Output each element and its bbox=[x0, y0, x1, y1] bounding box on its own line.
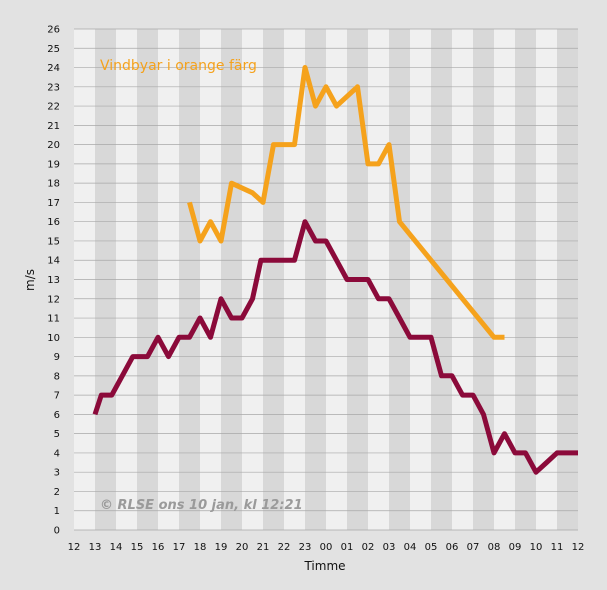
y-tick-label: 1 bbox=[54, 506, 60, 517]
y-tick-label: 0 bbox=[54, 526, 60, 537]
y-tick-label: 24 bbox=[47, 63, 60, 74]
x-tick-label: 20 bbox=[236, 542, 249, 553]
y-tick-label: 8 bbox=[54, 371, 60, 382]
x-tick-label: 04 bbox=[404, 542, 417, 553]
x-tick-label: 12 bbox=[68, 542, 81, 553]
x-tick-label: 18 bbox=[194, 542, 207, 553]
y-tick-label: 12 bbox=[47, 294, 60, 305]
y-tick-labels: 0123456789101112131415161718192021222324… bbox=[47, 25, 60, 537]
x-tick-label: 16 bbox=[152, 542, 165, 553]
x-tick-label: 19 bbox=[215, 542, 228, 553]
x-tick-label: 14 bbox=[110, 542, 123, 553]
x-tick-label: 01 bbox=[341, 542, 354, 553]
x-tick-label: 08 bbox=[488, 542, 501, 553]
x-tick-label: 00 bbox=[320, 542, 333, 553]
x-tick-label: 23 bbox=[299, 542, 312, 553]
y-tick-label: 6 bbox=[54, 410, 60, 421]
y-tick-label: 15 bbox=[47, 236, 60, 247]
x-tick-label: 22 bbox=[278, 542, 291, 553]
y-tick-label: 11 bbox=[47, 314, 60, 325]
x-tick-label: 13 bbox=[89, 542, 102, 553]
series-line-vindbyar bbox=[187, 65, 505, 340]
y-axis-label: m/s bbox=[23, 269, 37, 291]
x-tick-label: 03 bbox=[383, 542, 396, 553]
x-tick-label: 06 bbox=[446, 542, 459, 553]
gust-annotation: Vindbyar i orange färg bbox=[100, 58, 257, 74]
y-tick-label: 4 bbox=[54, 448, 60, 459]
watermark: © RLSE ons 10 jan, kl 12:21 bbox=[100, 498, 303, 513]
y-tick-label: 26 bbox=[47, 25, 60, 36]
x-tick-label: 11 bbox=[551, 542, 564, 553]
x-tick-label: 09 bbox=[509, 542, 522, 553]
x-axis-label: Timme bbox=[303, 559, 345, 573]
y-tick-label: 13 bbox=[47, 275, 60, 286]
series-line-vind bbox=[92, 219, 578, 475]
y-tick-label: 7 bbox=[54, 391, 60, 402]
x-tick-label: 05 bbox=[425, 542, 438, 553]
y-tick-label: 18 bbox=[47, 179, 60, 190]
x-tick-label: 10 bbox=[530, 542, 543, 553]
x-tick-label: 07 bbox=[467, 542, 480, 553]
y-tick-label: 22 bbox=[47, 102, 60, 113]
y-tick-label: 2 bbox=[54, 487, 60, 498]
y-tick-label: 10 bbox=[47, 333, 60, 344]
y-tick-label: 14 bbox=[47, 256, 60, 267]
y-tick-label: 17 bbox=[47, 198, 60, 209]
x-tick-label: 21 bbox=[257, 542, 270, 553]
y-tick-label: 19 bbox=[47, 159, 60, 170]
y-tick-label: 3 bbox=[54, 468, 60, 479]
x-tick-label: 17 bbox=[173, 542, 186, 553]
x-tick-label: 12 bbox=[572, 542, 585, 553]
y-tick-label: 16 bbox=[47, 217, 60, 228]
series-lines bbox=[92, 65, 578, 475]
y-tick-label: 20 bbox=[47, 140, 60, 151]
y-tick-label: 9 bbox=[54, 352, 60, 363]
y-tick-label: 21 bbox=[47, 121, 60, 132]
x-tick-labels: 12 13 14 15 16 17 18 19 20 21 22 23 00 01 02 03 04 05 06 07… bbox=[68, 542, 585, 553]
x-tick-label: 15 bbox=[131, 542, 144, 553]
x-tick-label: 02 bbox=[362, 542, 375, 553]
y-tick-label: 25 bbox=[47, 44, 60, 55]
y-tick-label: 23 bbox=[47, 82, 60, 93]
y-tick-label: 5 bbox=[54, 429, 60, 440]
